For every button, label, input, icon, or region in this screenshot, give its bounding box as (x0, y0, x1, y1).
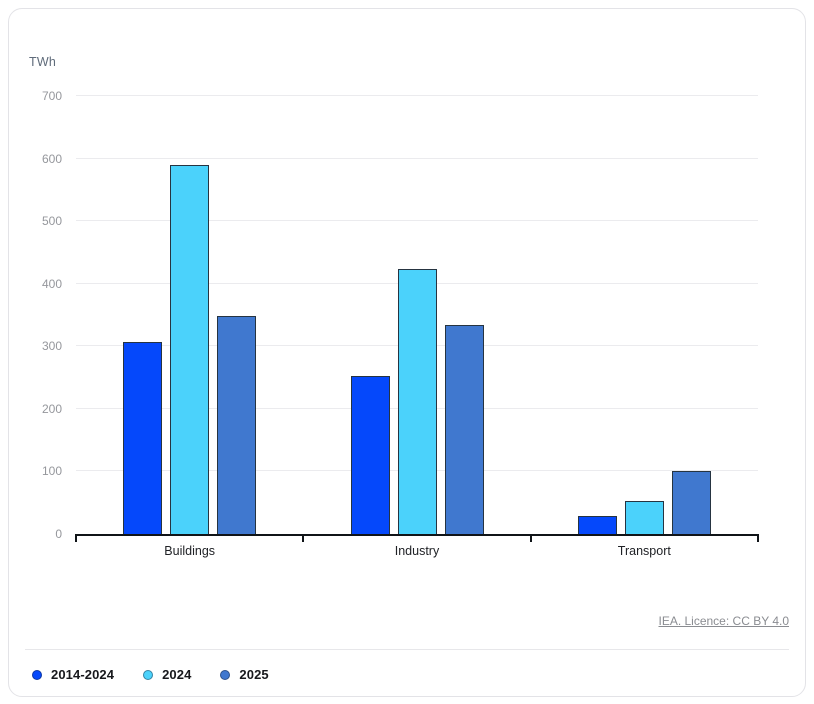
legend-dot-series2 (143, 669, 154, 680)
iea-licence-link[interactable]: IEA. Licence: CC BY 4.0 (658, 614, 789, 628)
x-axis-tick (302, 534, 305, 542)
legend-label-series3: 2025 (239, 667, 269, 682)
legend-divider (25, 649, 789, 650)
legend-dot-series3 (220, 669, 231, 680)
chart-legend: 2014-2024 2024 2025 (32, 667, 269, 682)
x-category-label-industry: Industry (394, 544, 440, 558)
gridline-700 (76, 95, 758, 96)
x-category-label-transport: Transport (617, 544, 671, 558)
legend-label-series1: 2014-2024 (51, 667, 115, 682)
bar-buildings-2024[interactable] (170, 164, 210, 534)
legend-item-2014-2024[interactable]: 2014-2024 (32, 667, 114, 682)
bar-industry-2014-2024[interactable] (350, 376, 390, 534)
bar-industry-2025[interactable] (444, 325, 484, 534)
bar-transport-2025[interactable] (671, 470, 711, 534)
y-tick-label-300: 300 (41, 339, 62, 354)
y-tick-label-600: 600 (41, 151, 62, 166)
x-axis-tick (75, 534, 77, 542)
chart-card: TWh 0 100 200 300 400 500 600 700 Buildings Indus… (8, 8, 806, 697)
x-axis-tick (757, 534, 759, 542)
bar-chart-plot-area: 0 100 200 300 400 500 600 700 Buildings Industry T… (42, 89, 759, 558)
bar-buildings-2025[interactable] (217, 316, 257, 534)
y-axis-unit-label: TWh (29, 55, 56, 69)
y-tick-label-700: 700 (41, 89, 62, 103)
legend-item-2025[interactable]: 2025 (220, 667, 269, 682)
bar-transport-2014-2024[interactable] (577, 516, 617, 534)
bar-buildings-2014-2024[interactable] (123, 341, 163, 534)
bar-transport-2024[interactable] (624, 501, 664, 534)
y-tick-label-500: 500 (41, 214, 62, 229)
gridline-600 (76, 157, 758, 159)
legend-dot-series1 (32, 669, 42, 680)
x-axis-tick (529, 534, 532, 542)
x-category-label-buildings: Buildings (164, 544, 216, 558)
y-tick-label-0: 0 (55, 527, 62, 541)
y-tick-label-400: 400 (41, 276, 62, 291)
legend-item-2024[interactable]: 2024 (143, 667, 191, 682)
bar-industry-2024[interactable] (397, 269, 437, 534)
gridline-500 (76, 220, 758, 222)
y-tick-label-100: 100 (41, 464, 62, 479)
y-tick-label-200: 200 (41, 401, 62, 416)
legend-label-series2: 2024 (162, 667, 192, 682)
